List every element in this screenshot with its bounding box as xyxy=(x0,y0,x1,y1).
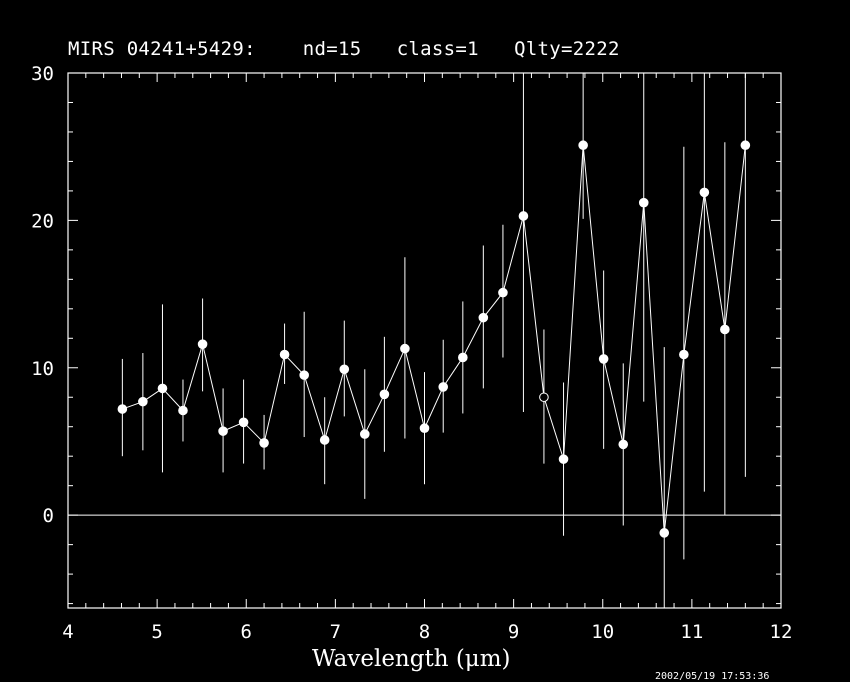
data-point xyxy=(699,187,710,198)
data-point xyxy=(720,324,730,335)
x-tick-label: 4 xyxy=(62,621,73,643)
data-point xyxy=(117,404,128,414)
x-tick-label: 7 xyxy=(330,621,341,643)
data-point xyxy=(157,383,168,394)
series-line xyxy=(122,145,746,533)
data-point xyxy=(618,439,629,450)
data-point xyxy=(379,389,390,400)
data-point xyxy=(638,197,649,208)
timestamp: 2002/05/19 17:53:36 xyxy=(655,671,770,682)
x-tick-label: 12 xyxy=(770,621,793,643)
data-point xyxy=(679,349,689,360)
data-point xyxy=(218,426,228,436)
data-point xyxy=(478,312,489,323)
x-tick-label: 9 xyxy=(508,621,519,643)
x-tick-label: 11 xyxy=(680,621,703,643)
data-point xyxy=(197,339,208,349)
x-tick-label: 6 xyxy=(241,621,252,643)
data-point xyxy=(238,417,249,428)
x-tick-label: 8 xyxy=(419,621,430,643)
data-point xyxy=(419,423,430,433)
data-point xyxy=(498,287,508,298)
data-point xyxy=(740,140,751,151)
x-tick-label: 10 xyxy=(591,621,614,643)
y-tick-label: 30 xyxy=(31,63,54,85)
data-point xyxy=(578,140,588,151)
data-point xyxy=(598,354,609,364)
data-point xyxy=(259,438,269,448)
y-tick-label: 10 xyxy=(31,358,54,380)
data-point xyxy=(178,405,188,416)
y-tick-label: 0 xyxy=(43,505,54,527)
chart-title: MIRS 04241+5429: nd=15 class=1 Qlty=2222 xyxy=(68,38,620,60)
data-point xyxy=(438,382,449,392)
data-point xyxy=(339,364,350,375)
data-point xyxy=(400,343,410,354)
x-tick-label: 5 xyxy=(151,621,162,643)
data-point xyxy=(558,454,569,464)
plot-frame xyxy=(67,72,782,609)
data-point xyxy=(359,429,370,439)
x-axis-label: Wavelength (μm) xyxy=(312,646,511,672)
data-point xyxy=(319,435,330,445)
data-point xyxy=(138,396,148,407)
data-point xyxy=(659,528,670,538)
data-point-open xyxy=(539,392,549,403)
data-point xyxy=(279,349,290,360)
data-point xyxy=(518,211,529,221)
y-tick-label: 20 xyxy=(31,210,54,232)
data-point xyxy=(299,370,309,380)
data-point xyxy=(458,352,468,363)
